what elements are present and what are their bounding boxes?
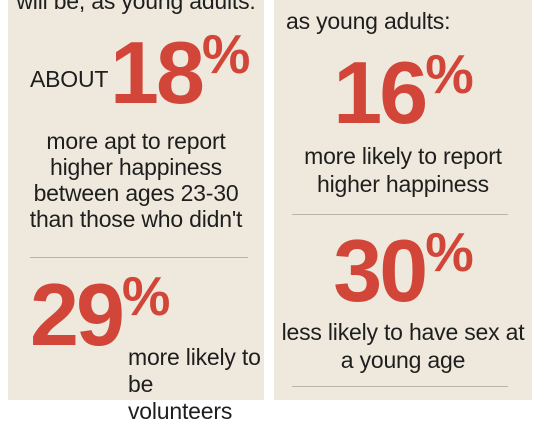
stat-value-29: 29% (30, 269, 170, 359)
stat-value-30: 30% (274, 225, 532, 315)
stat-description-30: less likely to have sex at a young age (276, 318, 530, 374)
desc-line: more apt to report (46, 128, 226, 154)
stat-description-16: more likely to report higher happiness (276, 142, 530, 198)
desc-line: more likely to (128, 344, 261, 370)
stat-number: 29 (30, 265, 125, 364)
stat-value-16: 16% (274, 47, 532, 137)
desc-line: than those who didn't (29, 206, 243, 232)
desc-line: a young age (340, 347, 466, 373)
desc-line: higher happiness (317, 171, 489, 197)
desc-line: more likely to report (304, 143, 502, 169)
panel-divider (266, 0, 270, 400)
left-panel (8, 0, 264, 400)
stat-description-29: more likely to be volunteers (128, 344, 262, 425)
stat-value-18: 18% (110, 27, 250, 117)
section-divider (292, 214, 508, 215)
desc-line: higher happiness (50, 154, 222, 180)
stat-percent: % (201, 24, 251, 85)
desc-line: be volunteers (128, 371, 233, 424)
right-panel (274, 0, 532, 400)
stat-description-18: more apt to report higher happiness betw… (18, 128, 254, 232)
section-divider (292, 386, 508, 387)
stat-number: 30 (333, 221, 428, 320)
section-divider (30, 257, 248, 258)
stat-prefix-about: ABOUT (30, 66, 109, 92)
stat-percent: % (425, 222, 474, 283)
stat-percent: % (425, 44, 474, 105)
desc-line: less likely to have sex at (281, 319, 525, 345)
stat-percent: % (121, 266, 171, 327)
right-header: as young adults: (286, 8, 451, 34)
desc-line: between ages 23-30 (33, 180, 239, 206)
stat-number: 18 (110, 23, 205, 122)
stat-number: 16 (333, 43, 428, 142)
left-header: will be, as young adults: (16, 0, 256, 14)
